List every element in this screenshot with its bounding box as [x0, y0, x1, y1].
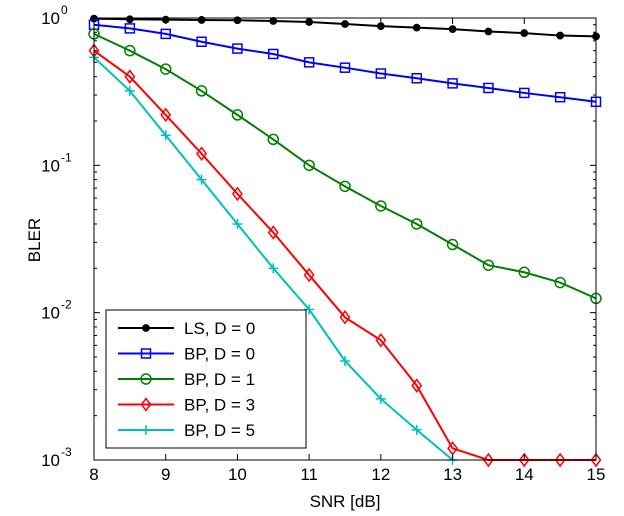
- data-point-dot: [341, 20, 349, 28]
- data-point-plus: [411, 424, 422, 435]
- data-point-circle: [267, 133, 280, 146]
- data-point-diamond: [411, 378, 423, 393]
- data-point-plus: [160, 130, 171, 141]
- y-tick-label: 10: [41, 304, 60, 323]
- data-point-plus: [141, 425, 151, 435]
- data-point-circle: [303, 159, 315, 172]
- legend-entry: LS, D = 0: [118, 319, 255, 338]
- data-point-circle: [231, 109, 244, 121]
- data-point-circle: [140, 373, 152, 385]
- data-point-diamond: [267, 225, 279, 240]
- data-point-square: [196, 36, 207, 47]
- data-point-circle: [518, 266, 531, 279]
- y-tick-exponent: -2: [61, 298, 72, 312]
- data-point-square: [554, 91, 566, 103]
- data-point-square: [124, 23, 136, 34]
- legend-entry: BP, D = 5: [118, 421, 255, 440]
- data-point-plus: [268, 263, 279, 274]
- data-point-plus: [375, 393, 386, 404]
- data-point-square: [268, 48, 279, 60]
- data-point-diamond: [140, 397, 152, 412]
- data-point-diamond: [231, 186, 243, 202]
- y-tick-exponent: -3: [61, 445, 72, 459]
- data-point-diamond: [482, 452, 494, 468]
- data-point-diamond: [303, 267, 315, 283]
- legend-label: BP, D = 3: [184, 396, 255, 415]
- series-1: [88, 19, 602, 108]
- data-point-square: [339, 62, 351, 73]
- data-point-dot: [412, 23, 421, 32]
- x-tick-label: 8: [89, 465, 98, 484]
- data-point-square: [232, 43, 243, 54]
- data-point-plus: [232, 218, 243, 229]
- legend-entry: BP, D = 0: [118, 345, 255, 364]
- series-2: [88, 28, 602, 305]
- x-tick-label: 12: [371, 465, 390, 484]
- x-tick-label: 14: [515, 465, 534, 484]
- data-point-square: [160, 28, 171, 40]
- data-point-dot: [142, 324, 150, 332]
- data-point-dot: [556, 31, 565, 40]
- data-point-square: [375, 68, 387, 79]
- series-line: [93, 32, 597, 300]
- data-point-diamond: [124, 69, 136, 84]
- data-point-circle: [375, 200, 387, 212]
- y-tick-exponent: -1: [61, 150, 72, 164]
- data-point-circle: [554, 276, 566, 289]
- data-point-dot: [269, 17, 278, 25]
- legend-entry: BP, D = 1: [118, 370, 255, 389]
- data-point-square: [411, 72, 422, 84]
- y-axis-label: BLER: [25, 218, 44, 262]
- data-point-diamond: [375, 332, 387, 348]
- legend-label: BP, D = 1: [184, 370, 255, 389]
- data-point-plus: [124, 85, 135, 96]
- x-tick-label: 11: [300, 465, 318, 484]
- data-point-diamond: [518, 452, 530, 468]
- data-point-circle: [339, 180, 351, 193]
- x-tick-label: 13: [443, 465, 462, 484]
- data-point-square: [483, 82, 494, 94]
- data-point-square: [519, 87, 530, 99]
- data-point-diamond: [160, 107, 172, 123]
- data-point-dot: [448, 25, 457, 34]
- data-point-circle: [159, 63, 172, 75]
- data-point-diamond: [339, 310, 351, 325]
- y-tick-label: 10: [41, 9, 60, 28]
- data-point-plus: [340, 355, 350, 366]
- legend-label: BP, D = 5: [184, 421, 255, 440]
- data-point-dot: [484, 27, 493, 36]
- legend-label: LS, D = 0: [184, 319, 255, 338]
- data-point-dot: [125, 15, 134, 24]
- data-point-diamond: [590, 452, 602, 468]
- legend: LS, D = 0 BP, D = 0 BP, D = 1 BP, D = 3 BP, …: [105, 309, 307, 449]
- data-point-diamond: [554, 452, 566, 468]
- data-point-square: [447, 78, 458, 89]
- plot-frame: [93, 17, 597, 461]
- legend-entry: BP, D = 3: [118, 396, 255, 415]
- data-point-square: [140, 348, 152, 359]
- data-point-diamond: [196, 146, 208, 161]
- legend-label: BP, D = 0: [184, 345, 255, 364]
- x-tick-label: 9: [161, 465, 170, 484]
- data-point-plus: [196, 174, 207, 185]
- data-point-circle: [446, 238, 459, 251]
- data-point-circle: [124, 44, 136, 57]
- y-tick-label: 10: [41, 156, 60, 175]
- x-tick-label: 15: [587, 465, 606, 484]
- y-tick-label: 10: [41, 451, 60, 470]
- series-line: [93, 23, 597, 103]
- data-point-circle: [482, 259, 495, 271]
- data-point-square: [303, 57, 315, 68]
- data-point-dot: [520, 29, 529, 37]
- data-point-circle: [195, 85, 208, 97]
- data-point-circle: [410, 218, 423, 230]
- y-tick-exponent: 0: [61, 3, 68, 17]
- x-tick-label: 10: [228, 465, 247, 484]
- x-axis-label: SNR [dB]: [310, 492, 381, 511]
